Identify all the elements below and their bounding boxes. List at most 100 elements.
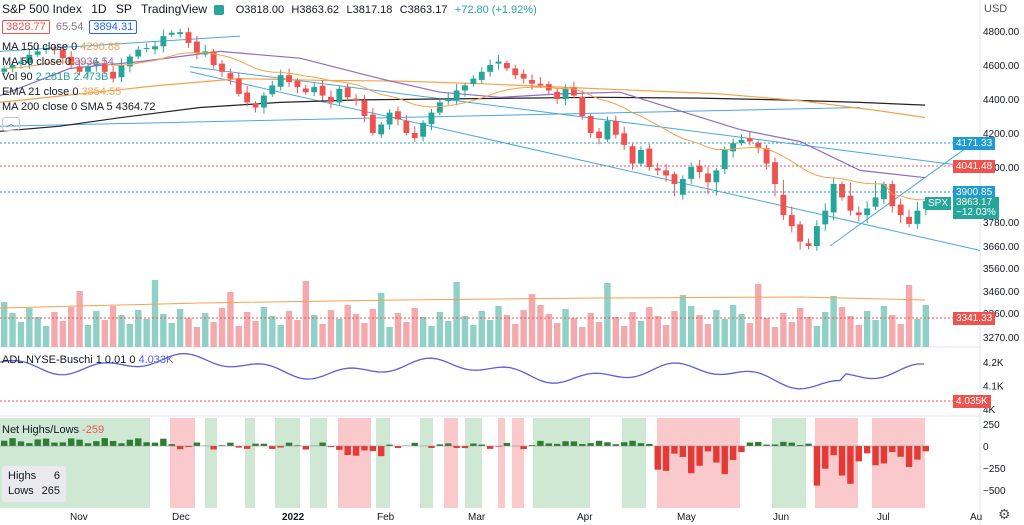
- volume-bar: [746, 323, 754, 347]
- nhl-bar: [394, 446, 402, 449]
- volume-bar: [922, 305, 929, 347]
- candle-body: [177, 32, 184, 35]
- candle-body: [126, 56, 133, 67]
- indicator-value: 4290.88: [80, 41, 120, 53]
- volume-bar: [637, 321, 645, 347]
- nhl-shade: [498, 418, 505, 508]
- volume-bar: [822, 312, 829, 347]
- candle-body: [554, 91, 561, 99]
- candle-body: [872, 197, 879, 207]
- candle-body: [822, 210, 829, 225]
- lows-label: Lows: [8, 485, 34, 497]
- sell-button[interactable]: 3828.77: [2, 20, 50, 34]
- nhl-axis-label: 250: [983, 420, 1000, 431]
- volume-bar: [646, 307, 653, 347]
- candle-body: [428, 112, 435, 125]
- settings-gear-icon[interactable]: ⚙: [998, 506, 1011, 522]
- volume-bar: [59, 321, 67, 347]
- volume-bar: [436, 312, 444, 347]
- candle-body: [755, 142, 762, 149]
- volume-bar: [461, 316, 469, 347]
- nhl-bar: [336, 446, 343, 450]
- time-axis-label: Jul: [877, 512, 890, 523]
- volume-bar: [704, 324, 712, 347]
- candle-body: [604, 121, 611, 140]
- candle-body: [353, 98, 360, 101]
- currency-label[interactable]: USD: [984, 3, 1008, 15]
- candle-body: [328, 96, 334, 103]
- trend-line: [0, 35, 241, 52]
- volume-bar: [537, 305, 544, 347]
- candle-body: [520, 73, 527, 79]
- nhl-bar: [771, 444, 779, 446]
- candle-body: [386, 112, 393, 125]
- candle-body: [914, 210, 921, 224]
- nhl-bar: [478, 444, 485, 446]
- volume-bar: [135, 310, 142, 347]
- nhl-bar: [612, 444, 619, 446]
- symbol-name[interactable]: S&P 500 Index: [2, 2, 82, 16]
- nhl-bar: [34, 439, 41, 446]
- nhl-shade: [772, 418, 806, 508]
- volume-bar: [101, 320, 108, 347]
- candle-body: [118, 65, 125, 78]
- nhl-bar: [1, 440, 8, 446]
- volume-bar: [176, 309, 184, 347]
- nhl-bar: [9, 438, 16, 446]
- volume-bar: [403, 322, 410, 347]
- candle-body: [361, 100, 368, 116]
- volume-bar: [562, 309, 569, 347]
- adl-legend[interactable]: ADL NYSE-Buschi 1 0.01 0 4.033K: [2, 354, 174, 366]
- spread: 65.54: [55, 21, 84, 33]
- candle-body: [587, 116, 594, 133]
- volume-bar: [813, 326, 821, 347]
- ohlc-low: L3817.18: [346, 4, 393, 16]
- candle-body: [839, 184, 845, 198]
- buy-button[interactable]: 3894.31: [89, 20, 138, 34]
- volume-bar: [17, 322, 25, 347]
- volume-bar: [68, 307, 75, 347]
- indicator-ma200[interactable]: MA 200 close 0 SMA 5 4364.72: [2, 101, 156, 113]
- volume-bar: [805, 317, 812, 347]
- collapse-indicators-icon[interactable]: ︿: [2, 117, 20, 131]
- candle-body: [26, 54, 33, 63]
- exchange: SP: [115, 2, 132, 16]
- price-axis-label: 3270.00: [983, 333, 1020, 344]
- nhl-bar: [729, 446, 737, 460]
- nhl-bar: [721, 446, 728, 475]
- nhl-legend[interactable]: Net Highs/Lows -259: [2, 424, 105, 436]
- candle-body: [43, 48, 50, 51]
- volume-bar: [470, 325, 477, 347]
- indicator-vol[interactable]: Vol 90 2.281B 2.473B: [2, 71, 109, 83]
- indicator-ma50[interactable]: MA 50 close 0 3936.54: [2, 56, 114, 68]
- volume-bar: [512, 324, 519, 347]
- volume-bar: [369, 309, 377, 347]
- indicator-ema21[interactable]: EMA 21 close 0 3854.55: [2, 86, 122, 98]
- indicator-value: 2.281B 2.473B: [35, 71, 109, 83]
- ohlc-high: H3863.62: [291, 4, 340, 16]
- nhl-bar: [235, 446, 242, 448]
- volume-bar: [763, 318, 770, 347]
- volume-bar: [654, 316, 661, 347]
- time-axis-label: Jun: [773, 512, 789, 523]
- market-status-icon: [214, 4, 225, 15]
- price-tag-red-line: 4041.48: [953, 160, 996, 173]
- nhl-bar: [621, 442, 628, 446]
- candle-body: [85, 66, 91, 72]
- volume-bar: [453, 282, 460, 347]
- volume-bar: [721, 319, 728, 347]
- candle-body: [344, 87, 351, 98]
- nhl-bar: [302, 446, 309, 450]
- nhl-bar: [495, 446, 502, 447]
- nhl-bar: [218, 445, 226, 446]
- nhl-shade: [205, 418, 217, 508]
- indicator-ma150[interactable]: MA 150 close 0 4290.88: [2, 41, 120, 53]
- nhl-bar: [151, 442, 159, 446]
- interval[interactable]: 1D: [91, 2, 107, 16]
- candle-body: [470, 78, 477, 85]
- nhl-bar: [59, 442, 67, 446]
- volume-bar: [671, 311, 678, 347]
- volume-bar: [553, 323, 561, 347]
- price-axis-label: 4200.00: [983, 129, 1020, 140]
